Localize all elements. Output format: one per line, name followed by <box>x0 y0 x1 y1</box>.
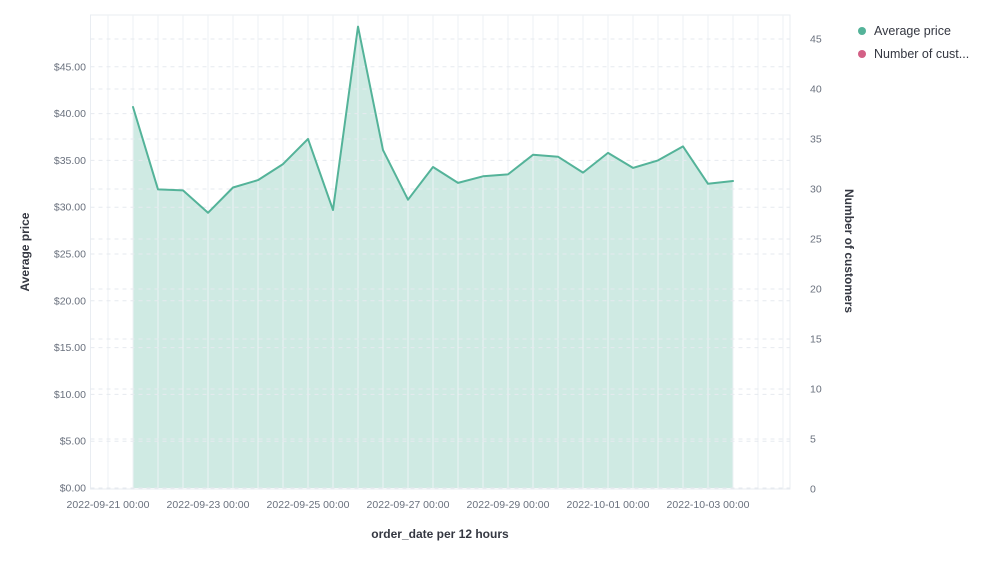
svg-text:20: 20 <box>810 284 822 296</box>
svg-text:$40.00: $40.00 <box>54 108 86 120</box>
svg-text:0: 0 <box>810 484 816 496</box>
svg-text:$30.00: $30.00 <box>54 202 86 214</box>
plot-border <box>90 14 791 490</box>
svg-text:2022-10-03 00:00: 2022-10-03 00:00 <box>667 499 750 511</box>
svg-text:$20.00: $20.00 <box>54 295 86 307</box>
svg-text:$35.00: $35.00 <box>54 155 86 167</box>
legend-swatch-average-price-icon <box>858 27 866 35</box>
svg-text:15: 15 <box>810 334 822 346</box>
svg-text:2022-09-23 00:00: 2022-09-23 00:00 <box>167 499 250 511</box>
legend: Average price Number of cust... <box>858 24 969 61</box>
svg-text:35: 35 <box>810 134 822 146</box>
legend-label: Number of cust... <box>874 47 970 61</box>
svg-text:40: 40 <box>810 84 822 96</box>
legend-label: Average price <box>874 24 951 38</box>
vertical-gridlines <box>107 15 784 489</box>
y-axis-right-title: Number of customers <box>842 188 856 314</box>
svg-text:10: 10 <box>810 384 822 396</box>
y-axis-left-labels: $0.00 $5.00 $10.00 $15.00 $20.00 $25.00 $30.00… <box>54 61 86 494</box>
x-axis-labels: 2022-09-21 00:00 2022-09-23 00:00 2022-09-… <box>67 499 750 511</box>
svg-text:45: 45 <box>810 34 822 46</box>
svg-text:$10.00: $10.00 <box>54 389 86 401</box>
svg-text:2022-10-01 00:00: 2022-10-01 00:00 <box>567 499 650 511</box>
legend-item-average-price[interactable]: Average price <box>858 24 969 38</box>
legend-swatch-number-of-customers-icon <box>858 50 866 58</box>
svg-text:2022-09-21 00:00: 2022-09-21 00:00 <box>67 499 150 511</box>
svg-text:2022-09-29 00:00: 2022-09-29 00:00 <box>467 499 550 511</box>
svg-text:$5.00: $5.00 <box>60 436 86 448</box>
y-axis-left-title: Average price <box>18 212 32 292</box>
svg-text:$45.00: $45.00 <box>54 61 86 73</box>
y-axis-right-labels: 0 5 10 15 20 25 30 35 40 45 <box>810 34 822 496</box>
svg-text:$25.00: $25.00 <box>54 249 86 261</box>
x-axis-title: order_date per 12 hours <box>371 527 509 541</box>
line-average-price <box>132 25 734 214</box>
legend-item-number-of-customers[interactable]: Number of cust... <box>858 47 969 61</box>
svg-text:30: 30 <box>810 184 822 196</box>
svg-text:2022-09-27 00:00: 2022-09-27 00:00 <box>367 499 450 511</box>
svg-text:25: 25 <box>810 234 822 246</box>
svg-text:$15.00: $15.00 <box>54 342 86 354</box>
svg-text:5: 5 <box>810 434 816 446</box>
svg-text:2022-09-25 00:00: 2022-09-25 00:00 <box>267 499 350 511</box>
svg-text:$0.00: $0.00 <box>60 483 86 495</box>
